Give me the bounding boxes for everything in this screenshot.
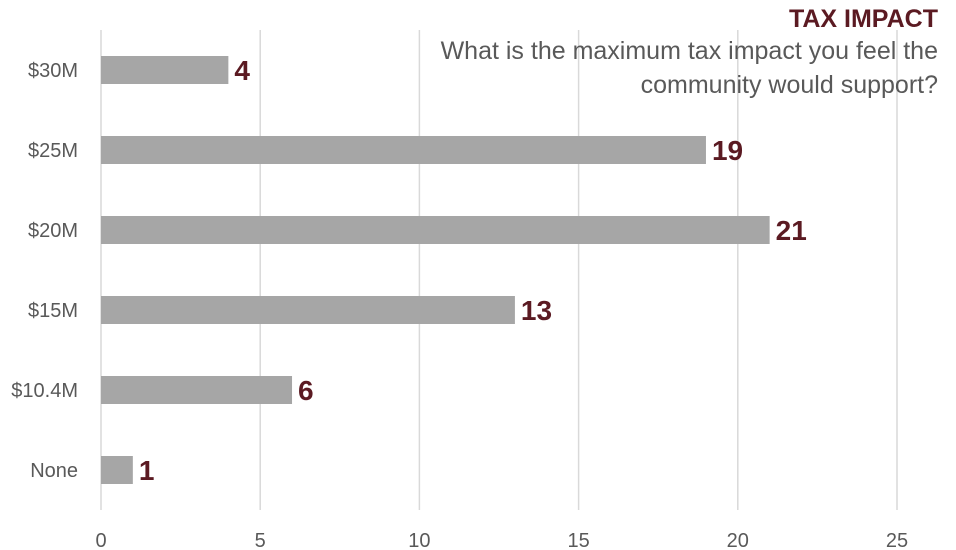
category-label: $10.4M (11, 380, 78, 402)
category-label: $25M (28, 140, 78, 162)
x-tick-label: 25 (886, 530, 908, 550)
bar (101, 376, 293, 404)
data-label: 21 (776, 215, 807, 246)
data-label: 19 (712, 135, 743, 166)
bar (101, 216, 770, 244)
data-label: 4 (234, 55, 250, 86)
data-label: 1 (139, 455, 155, 486)
x-tick-label: 5 (255, 530, 266, 550)
bar (101, 56, 229, 84)
x-tick-label: 10 (408, 530, 430, 550)
title-block: TAX IMPACT What is the maximum tax impac… (318, 4, 938, 102)
x-tick-label: 20 (727, 530, 749, 550)
x-tick-label: 15 (567, 530, 589, 550)
chart-subtitle: What is the maximum tax impact you feel … (440, 37, 938, 99)
data-label: 6 (298, 375, 314, 406)
x-tick-label: 0 (95, 530, 106, 550)
bar (101, 136, 706, 164)
chart-title: TAX IMPACT (788, 5, 938, 33)
data-label: 13 (521, 295, 552, 326)
category-label: $20M (28, 220, 78, 242)
category-label: None (30, 460, 78, 482)
category-label: $15M (28, 300, 78, 322)
bar (101, 456, 133, 484)
category-label: $30M (28, 60, 78, 82)
bar (101, 296, 515, 324)
